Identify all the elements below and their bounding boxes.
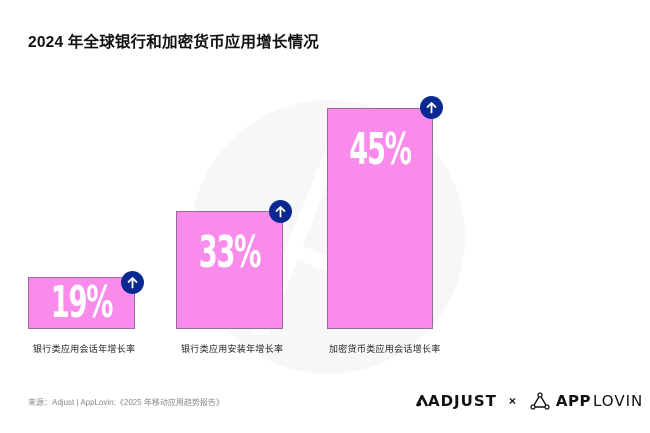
up-arrow-icon [269, 200, 292, 223]
bar-category-label: 银行类应用会话年增长率 [33, 344, 136, 354]
bar-crypto-sessions: 45% [327, 108, 433, 329]
adjust-mark-icon [416, 395, 428, 407]
up-arrow-icon [420, 96, 443, 119]
bar-value: 45% [349, 124, 412, 175]
applovin-logo: APP LOVIN [530, 392, 643, 410]
bar-banking-installs: 33% [176, 211, 283, 329]
up-arrow-icon [121, 271, 144, 294]
chart-title: 2024 年全球银行和加密货币应用增长情况 [28, 34, 319, 51]
adjust-logo: ADJUST [416, 392, 497, 410]
bar-category-label: 银行类应用安装年增长率 [181, 344, 284, 354]
bar-value: 19% [50, 277, 114, 328]
source-note: 来源：Adjust | AppLovin:《2025 年移动应用趋势报告》 [28, 398, 224, 407]
bar-banking-sessions: 19% [28, 277, 135, 329]
logo-separator: × [508, 394, 516, 408]
bar-value: 33% [198, 227, 262, 278]
partner-logos: ADJUST × APP LOVIN [416, 389, 643, 413]
bar-category-label: 加密货币类应用会话增长率 [329, 344, 441, 354]
applovin-triangle-icon [530, 392, 550, 410]
